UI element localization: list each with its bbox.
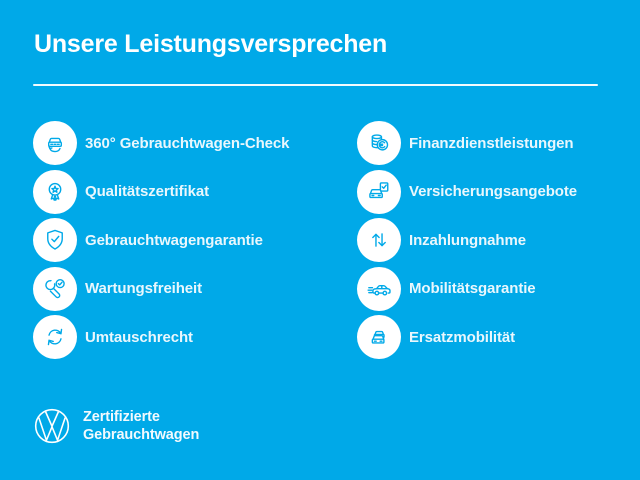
- promise-item-mobility-guarantee: Mobilitätsgarantie: [357, 266, 577, 311]
- promise-label: Finanzdienstleistungen: [409, 134, 574, 152]
- promise-item-maintenance-free: Wartungsfreiheit: [33, 266, 289, 311]
- promises-column-right: Finanzdienstleistungen Versicherungsange…: [357, 121, 577, 364]
- vw-logo-icon: [33, 407, 71, 445]
- promise-item-exchange-right: Umtauschrecht: [33, 315, 289, 359]
- promise-label: Mobilitätsgarantie: [409, 280, 536, 297]
- promises-column-left: 360° Gebrauchtwagen-Check Qualitätszerti…: [33, 121, 290, 364]
- promise-item-trade-in: Inzahlungnahme: [357, 218, 577, 262]
- brand-line-1: Zertifizierte: [83, 409, 160, 425]
- shield-check-icon: [33, 218, 77, 262]
- promise-label: Qualitätszertifikat: [85, 183, 209, 200]
- promise-label: 360° Gebrauchtwagen-Check: [85, 134, 290, 152]
- car-checklist-icon: [357, 169, 401, 214]
- brand-line-2: Gebrauchtwagen: [83, 427, 200, 443]
- car-360-icon: [33, 121, 77, 165]
- promise-label: Gebrauchtwagengarantie: [85, 231, 263, 249]
- title-underline: [33, 84, 598, 86]
- coins-euro-icon: [357, 121, 401, 165]
- quality-seal-icon: [33, 169, 77, 214]
- promise-item-insurance-offers: Versicherungsangebote: [357, 169, 577, 214]
- exchange-arrows-icon: [33, 315, 77, 359]
- brand-wordmark: Zertifizierte Gebrauchtwagen: [83, 408, 199, 444]
- promise-label: Ersatzmobilität: [409, 328, 516, 346]
- promise-label: Umtauschrecht: [85, 328, 193, 346]
- brand-footer: Zertifizierte Gebrauchtwagen: [33, 407, 199, 445]
- promise-item-warranty: Gebrauchtwagengarantie: [33, 218, 289, 262]
- car-motion-icon: [357, 266, 401, 311]
- page-title: Unsere Leistungsversprechen: [34, 30, 388, 58]
- promise-item-replacement-mobility: Ersatzmobilität: [357, 315, 577, 359]
- promise-label: Versicherungsangebote: [409, 183, 577, 200]
- promise-label: Inzahlungnahme: [409, 231, 526, 249]
- promise-item-financial-services: Finanzdienstleistungen: [357, 121, 577, 165]
- wrench-check-icon: [33, 266, 77, 311]
- promise-item-quality-certificate: Qualitätszertifikat: [33, 169, 289, 214]
- promise-label: Wartungsfreiheit: [85, 280, 203, 297]
- arrows-up-down-icon: [357, 218, 401, 262]
- promise-item-360-check: 360° Gebrauchtwagen-Check: [33, 121, 290, 165]
- two-cars-icon: [357, 315, 401, 359]
